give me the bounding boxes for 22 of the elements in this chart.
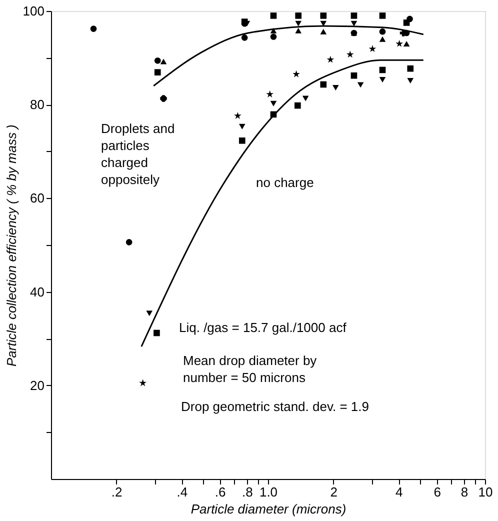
y-tick-label: 20 bbox=[30, 378, 44, 393]
y-tick-label: 40 bbox=[30, 284, 44, 300]
x-tick-label: .4 bbox=[176, 484, 188, 500]
x-tick-label: 8 bbox=[460, 484, 468, 500]
x-tick-label: .8 bbox=[242, 484, 253, 500]
annotation: no charge bbox=[256, 175, 314, 190]
x-tick-label: 1.0 bbox=[259, 484, 278, 500]
x-tick-label: 2 bbox=[330, 484, 338, 500]
annotation: Mean drop diameter by number = 50 microns bbox=[183, 353, 318, 385]
y-tick-label: 80 bbox=[30, 97, 44, 112]
x-tick-label: 4 bbox=[396, 484, 403, 500]
annotation: Liq. /gas = 15.7 gal./1000 acf bbox=[179, 320, 347, 335]
x-tick-label: 6 bbox=[434, 484, 441, 500]
y-tick-label: 100 bbox=[22, 4, 44, 18]
x-axis-title: Particle diameter (microns) bbox=[190, 502, 346, 516]
annotation: Droplets and particles charged oppositely bbox=[101, 121, 175, 187]
annotation: Drop geometric stand. dev. = 1.9 bbox=[181, 399, 369, 414]
y-tick-label: 60 bbox=[30, 190, 44, 206]
x-tick-label: 10 bbox=[478, 484, 493, 500]
x-tick-label: .2 bbox=[111, 484, 122, 500]
x-tick-label: .6 bbox=[214, 484, 226, 500]
y-axis-title: Particle collection efficiency ( % by mass ) bbox=[4, 124, 19, 367]
